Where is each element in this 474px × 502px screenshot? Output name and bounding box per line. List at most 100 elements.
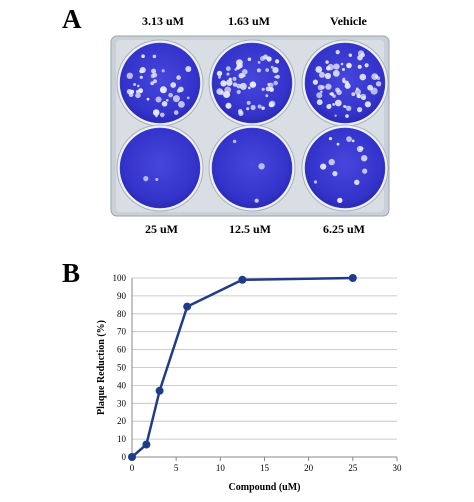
plaque	[364, 101, 371, 108]
plaque	[351, 139, 355, 143]
plaque	[336, 89, 342, 96]
plaque	[155, 96, 162, 103]
plaque	[348, 53, 352, 57]
plaque	[146, 97, 150, 101]
plaque	[357, 107, 363, 113]
plaque	[226, 72, 230, 76]
x-tick-label: 20	[304, 463, 314, 473]
plaque	[249, 81, 257, 88]
well-label-top-1: 3.13 uM	[142, 14, 184, 28]
plaque	[337, 197, 343, 204]
well-label-top-3: Vehicle	[330, 14, 367, 28]
y-tick-label: 20	[117, 416, 127, 426]
plaque	[257, 104, 262, 109]
y-tick-label: 10	[117, 434, 127, 444]
plaque	[362, 168, 368, 174]
well-label-bottom-1: 25 uM	[145, 222, 178, 236]
plaque	[239, 82, 247, 90]
plaque	[354, 179, 360, 185]
plaque	[361, 155, 368, 162]
plaque	[130, 89, 135, 94]
plaque	[160, 112, 165, 118]
plaque	[220, 80, 227, 87]
panel-b-label: B	[62, 258, 81, 288]
plaque	[261, 87, 265, 91]
plaque	[225, 66, 231, 72]
plaque	[173, 110, 179, 115]
plaque	[319, 71, 325, 78]
plaque	[334, 114, 337, 117]
plaque	[225, 102, 232, 109]
plaque	[325, 60, 329, 64]
x-tick-label: 5	[174, 463, 179, 473]
plaque	[328, 158, 335, 166]
plaque	[342, 79, 346, 84]
plaque	[185, 66, 192, 72]
plaque	[332, 103, 335, 106]
y-tick-label: 50	[117, 363, 127, 373]
plaque	[260, 56, 265, 61]
well-bottom-3	[304, 127, 386, 209]
plaque	[139, 75, 143, 79]
plaque	[342, 68, 345, 71]
x-tick-label: 10	[216, 463, 226, 473]
plaque	[238, 109, 243, 114]
plaque	[270, 65, 274, 69]
plaque	[312, 79, 318, 85]
y-axis-title: Plaque Reduction (%)	[96, 320, 107, 415]
chart-gridlines	[132, 277, 397, 440]
plaque	[143, 176, 149, 182]
plaque	[360, 52, 365, 58]
well-label-bottom-2: 12.5 uM	[229, 222, 271, 236]
plaque	[376, 76, 381, 80]
plaque	[356, 145, 364, 153]
y-tick-label: 30	[117, 398, 127, 408]
plaque	[153, 79, 157, 84]
plaque	[246, 100, 251, 105]
plaque	[272, 67, 279, 74]
plaque	[261, 106, 265, 110]
plaque	[135, 90, 139, 93]
plaque	[133, 83, 137, 86]
y-tick-label: 60	[117, 345, 127, 355]
plaque	[320, 163, 327, 170]
plaque	[354, 88, 361, 95]
well-label-top-2: 1.63 uM	[228, 14, 270, 28]
plaque	[250, 104, 256, 111]
x-tick-label: 0	[130, 463, 135, 473]
plaque	[168, 92, 173, 98]
plaque	[151, 68, 157, 74]
plaque	[138, 88, 144, 94]
plaque	[346, 62, 352, 69]
plaque	[267, 82, 271, 86]
plaque	[232, 82, 238, 87]
plaque	[343, 105, 347, 108]
x-axis-title: Compound (uM)	[229, 482, 301, 493]
well-bottom-1	[119, 127, 201, 209]
y-tick-label: 90	[117, 291, 127, 301]
plaque	[265, 86, 271, 92]
data-point	[238, 275, 247, 284]
plaque	[150, 81, 155, 86]
plaque	[346, 136, 352, 143]
plaque	[150, 73, 156, 79]
plaque	[268, 102, 274, 108]
plaque	[155, 178, 159, 181]
plaque	[334, 99, 342, 107]
plaque	[166, 99, 169, 102]
plaque	[332, 171, 338, 177]
plaque	[232, 76, 237, 81]
plaque	[161, 87, 165, 91]
plaque	[152, 109, 160, 116]
plaque	[346, 81, 349, 85]
y-tick-label: 70	[117, 327, 127, 337]
y-tick-label: 100	[113, 273, 127, 283]
plaque	[332, 70, 340, 77]
plaque	[242, 69, 248, 75]
plaque	[324, 72, 331, 80]
plaque	[161, 69, 165, 73]
plaque	[317, 84, 324, 91]
plaque	[170, 82, 177, 88]
plaque	[256, 68, 261, 73]
plaque	[126, 72, 133, 80]
